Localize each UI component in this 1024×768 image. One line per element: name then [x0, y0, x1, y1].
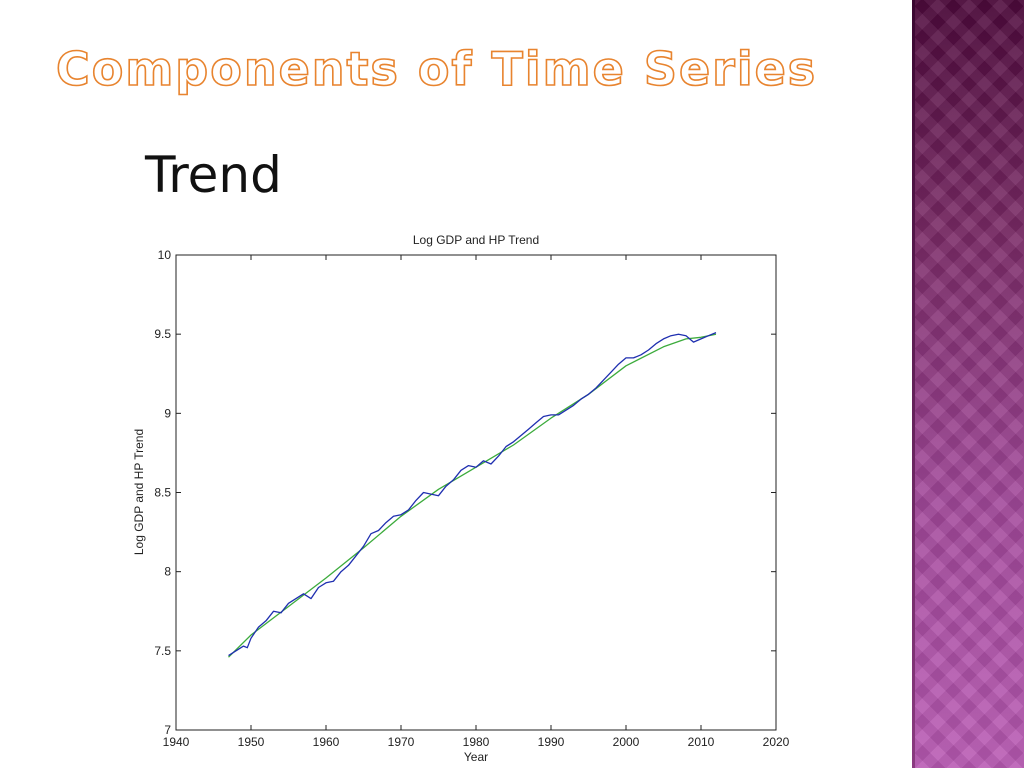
series-layer: [228, 331, 717, 658]
slide-subtitle: Trend: [145, 146, 282, 204]
x-tick-label: 1990: [538, 735, 565, 749]
side-panel-edge: [912, 0, 915, 768]
x-tick-label: 2000: [613, 735, 640, 749]
decorative-side-panel: [914, 0, 1024, 768]
x-tick-label: 1980: [463, 735, 490, 749]
x-tick-label: 1950: [238, 735, 265, 749]
y-tick-label: 8.5: [154, 486, 171, 500]
plot-area: [175, 254, 777, 731]
slide-title: Components of Time Series: [55, 42, 818, 96]
x-tick-label: 1960: [313, 735, 340, 749]
plot-border: [175, 254, 777, 731]
chart-title: Log GDP and HP Trend: [413, 233, 539, 247]
y-tick-label: 7.5: [154, 644, 171, 658]
axis-ticks: 1940 1950 1960 1970 1980 1990 2000 2010 2020 7 7.5…: [154, 248, 789, 749]
x-axis-label: Year: [464, 750, 488, 764]
series-line-hp-trend: [228, 333, 717, 658]
x-tick-label: 1970: [388, 735, 415, 749]
x-tick-label: 1940: [163, 735, 190, 749]
y-tick-label: 9: [164, 406, 171, 420]
y-tick-label: 9.5: [154, 327, 171, 341]
y-axis-label: Log GDP and HP Trend: [132, 429, 146, 555]
y-tick-label: 8: [164, 565, 171, 579]
series-line-log-gdp: [228, 331, 717, 657]
y-tick-label: 10: [158, 248, 172, 262]
x-tick-label: 2020: [763, 735, 790, 749]
x-tick-label: 2010: [688, 735, 715, 749]
y-tick-label: 7: [164, 723, 171, 737]
